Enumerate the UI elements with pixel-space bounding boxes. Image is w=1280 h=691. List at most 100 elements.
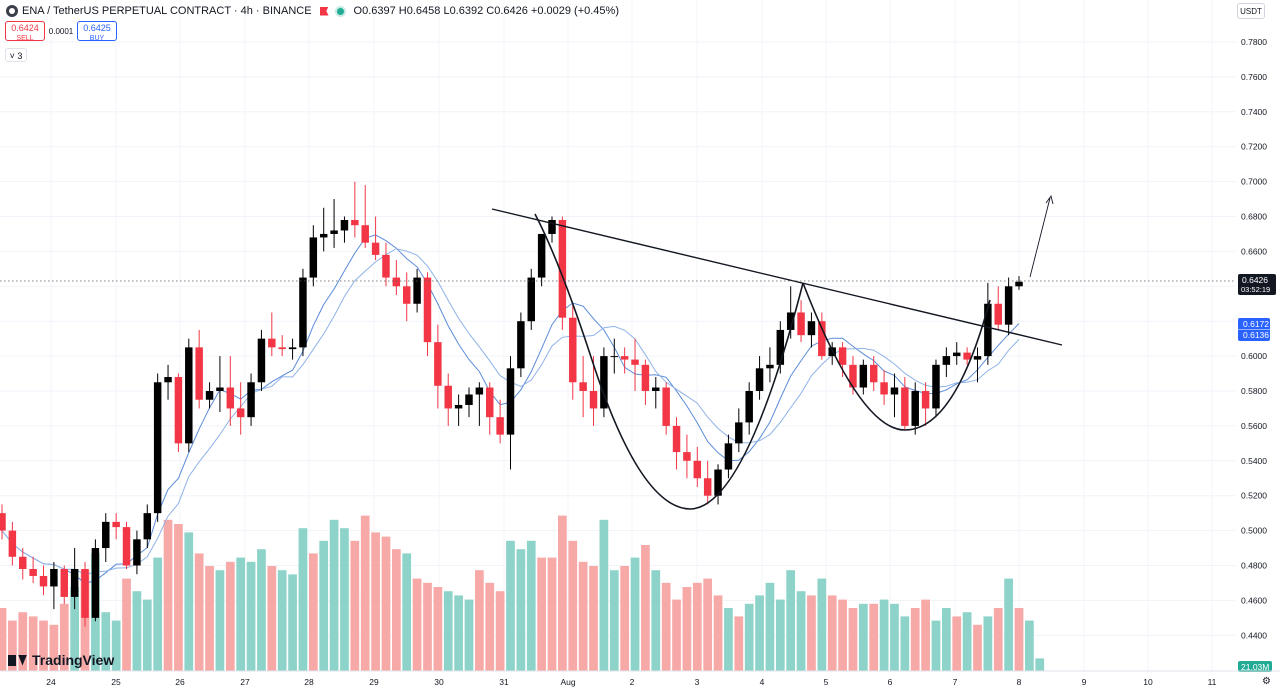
volume-bar bbox=[910, 608, 920, 671]
volume-bar bbox=[1014, 608, 1024, 671]
breakout-arrow[interactable] bbox=[1029, 197, 1051, 278]
candle-body bbox=[569, 317, 577, 383]
volume-bar bbox=[0, 608, 7, 671]
flag-icon[interactable] bbox=[319, 6, 329, 16]
cup-pattern-left[interactable] bbox=[534, 213, 804, 510]
price-axis-bg bbox=[1235, 0, 1280, 691]
candle-body bbox=[838, 347, 847, 365]
candle-body bbox=[70, 568, 79, 597]
volume-bar bbox=[443, 591, 453, 671]
candle-body bbox=[257, 338, 266, 383]
volume-bar bbox=[765, 582, 775, 671]
volume-bar bbox=[194, 553, 204, 671]
descending-trendline[interactable] bbox=[491, 208, 1063, 346]
volume-bar bbox=[1025, 620, 1034, 671]
volume-bar bbox=[817, 578, 827, 671]
candle-body bbox=[890, 387, 899, 395]
candle-body bbox=[60, 568, 69, 597]
candle-body bbox=[434, 342, 442, 386]
volume-bar bbox=[547, 557, 557, 671]
volume-bar bbox=[39, 620, 48, 671]
candle-body bbox=[1004, 286, 1013, 325]
candle-body bbox=[693, 460, 702, 479]
gear-icon[interactable]: ⚙ bbox=[1262, 676, 1271, 687]
candle-body bbox=[309, 237, 318, 278]
indicators-toggle[interactable]: ˅ 3 bbox=[5, 48, 27, 62]
volume-bar bbox=[838, 599, 847, 671]
buy-label: BUY bbox=[89, 35, 105, 42]
candle-body bbox=[278, 347, 286, 350]
volume-bar bbox=[433, 587, 443, 671]
buy-button[interactable]: 0.6425 BUY bbox=[77, 21, 117, 42]
candle-body bbox=[537, 233, 546, 278]
volume-bar bbox=[142, 599, 152, 671]
candle-body bbox=[963, 352, 971, 360]
volume-bar bbox=[122, 578, 131, 671]
candle-body bbox=[247, 382, 255, 418]
candle-body bbox=[776, 329, 785, 365]
candle-body bbox=[662, 387, 670, 426]
y-tick-label: 0.4400 bbox=[1241, 630, 1267, 640]
candle-body bbox=[506, 368, 515, 435]
candle-body bbox=[268, 338, 276, 348]
candle-body bbox=[392, 277, 401, 287]
sell-button[interactable]: 0.6424 SELL bbox=[5, 21, 45, 42]
volume-bar bbox=[360, 515, 370, 671]
volume-bar bbox=[1035, 658, 1045, 671]
volume-bar bbox=[101, 612, 111, 671]
candle-body bbox=[818, 321, 826, 357]
volume-bar bbox=[620, 566, 630, 671]
candle-body bbox=[122, 527, 131, 566]
volume-bar bbox=[744, 603, 754, 671]
volume-bar bbox=[558, 515, 567, 671]
candle-body bbox=[50, 568, 58, 587]
candle-body bbox=[984, 303, 992, 357]
symbol-icon[interactable] bbox=[6, 5, 18, 17]
x-tick-label: 28 bbox=[304, 677, 314, 687]
candle-body bbox=[164, 377, 172, 383]
x-tick-label: 7 bbox=[953, 677, 958, 687]
logo-text: TradingView bbox=[32, 652, 115, 668]
time-axis[interactable]: 24 25 26 27 28 29 30 31 Aug 2 3 4 5 6 7 8 9 10 11 bbox=[0, 670, 1280, 687]
volume-bar bbox=[796, 591, 806, 671]
y-tick-label: 0.4600 bbox=[1241, 595, 1267, 605]
candle-body bbox=[299, 277, 307, 348]
x-tick-label: 2 bbox=[630, 677, 635, 687]
volume-bar bbox=[858, 603, 868, 671]
ma-label: 0.6136 bbox=[1243, 330, 1269, 340]
symbol-title[interactable]: ENA / TetherUS PERPETUAL CONTRACT · 4h ·… bbox=[22, 5, 312, 17]
volume-bar bbox=[70, 587, 80, 671]
volume-bar bbox=[412, 578, 422, 671]
price-axis[interactable]: 0.7800 0.7600 0.7400 0.7200 0.7000 0.6800 0.66… bbox=[1235, 0, 1280, 691]
y-tick-label: 0.7600 bbox=[1241, 72, 1267, 82]
volume-bar bbox=[900, 616, 910, 671]
candle-body bbox=[755, 368, 764, 391]
y-tick-label: 0.6600 bbox=[1241, 246, 1267, 256]
volume-bar bbox=[651, 570, 661, 671]
x-tick-label: Aug bbox=[560, 677, 575, 687]
volume-bar bbox=[288, 574, 297, 671]
candle-body bbox=[620, 356, 629, 360]
currency-button[interactable]: USDT bbox=[1237, 3, 1265, 19]
cup-pattern-right[interactable] bbox=[802, 282, 991, 431]
candle-body bbox=[880, 382, 888, 395]
candle-body bbox=[226, 387, 235, 409]
x-tick-label: 25 bbox=[111, 677, 121, 687]
candle-body bbox=[340, 219, 349, 231]
volume-bar bbox=[236, 557, 246, 671]
volume-bar bbox=[537, 557, 546, 671]
volume-bar bbox=[630, 557, 640, 671]
x-tick-label: 9 bbox=[1082, 677, 1087, 687]
volume-bar bbox=[495, 591, 505, 671]
candle-body bbox=[288, 347, 297, 350]
candlesticks bbox=[0, 181, 1023, 627]
x-tick-label: 30 bbox=[434, 677, 444, 687]
volume-bar bbox=[329, 519, 339, 671]
candle-body bbox=[901, 387, 909, 426]
candle-body bbox=[371, 242, 380, 255]
volume-bar bbox=[672, 599, 681, 671]
market-open-dot-icon bbox=[336, 7, 344, 15]
candle-body bbox=[952, 352, 961, 357]
